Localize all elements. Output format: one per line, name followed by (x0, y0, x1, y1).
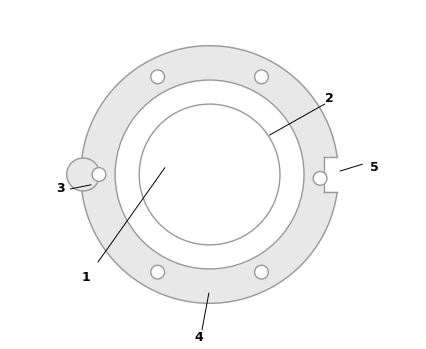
Circle shape (92, 168, 106, 181)
Text: 4: 4 (195, 331, 204, 344)
Circle shape (67, 158, 100, 191)
Circle shape (67, 158, 100, 191)
Text: 2: 2 (325, 92, 334, 105)
Circle shape (151, 265, 164, 279)
Polygon shape (81, 46, 337, 303)
Circle shape (151, 70, 164, 84)
Circle shape (115, 80, 304, 269)
Circle shape (139, 104, 280, 245)
Circle shape (313, 171, 327, 185)
Circle shape (255, 265, 268, 279)
Text: 5: 5 (370, 161, 379, 174)
Circle shape (255, 70, 268, 84)
Text: 1: 1 (81, 271, 90, 284)
Text: 3: 3 (56, 182, 64, 195)
